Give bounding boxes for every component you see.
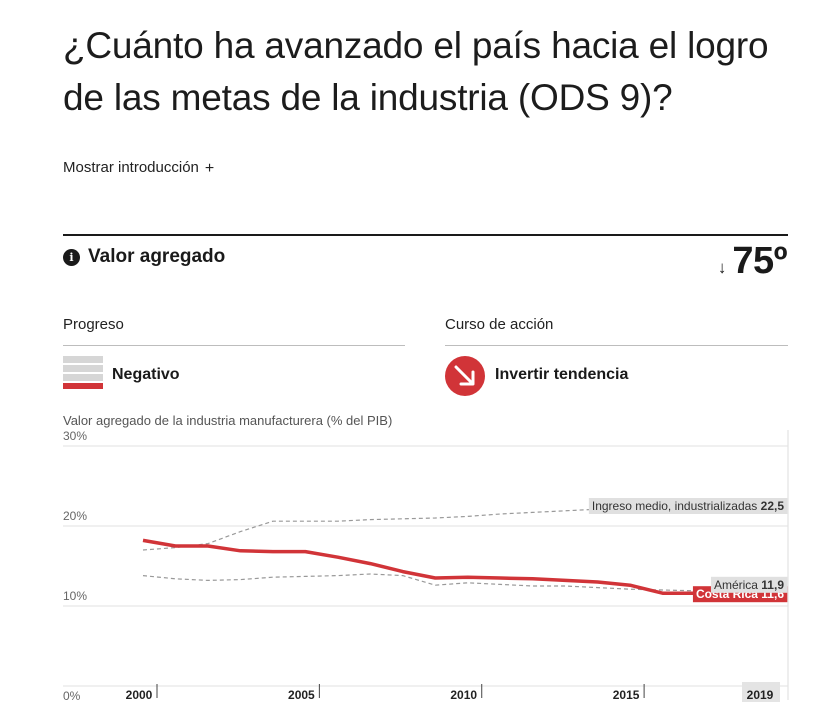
x-tick-label: 2019 [747,688,774,702]
series-end-label-text: Ingreso medio, industrializadas 22,5 [592,499,784,513]
plus-icon: + [204,160,215,177]
series-end-label-text: América 11,9 [714,578,784,592]
progress-label: Progreso [63,316,124,333]
y-tick-label: 30% [63,430,87,443]
y-tick-label: 10% [63,589,87,603]
y-tick-label: 0% [63,689,81,703]
x-tick-label: 2010 [450,688,477,702]
series-line-am-rica [142,573,760,592]
rank-display: ↓ 75º [717,240,788,283]
progress-value: Negativo [112,366,180,383]
series-end-label: Ingreso medio, industrializadas 22,5 [588,498,788,514]
action-label: Curso de acción [445,316,554,333]
x-tick-label: 2000 [126,688,153,702]
rank-value: 75º [732,240,787,282]
page-title: ¿Cuánto ha avanzado el país hacia el log… [63,25,769,118]
down-arrow-icon: ↓ [717,258,727,277]
progress-bars-icon [63,356,103,391]
x-tick-label: 2015 [613,688,640,702]
progress-divider [63,345,405,346]
series-end-label-bg [710,576,788,593]
indicator-name: Valor agregado [88,246,226,267]
x-tick-label: 2005 [288,688,315,702]
series-line-costa-rica [142,538,760,595]
x-tick-highlight [742,682,780,702]
y-tick-label: 20% [63,509,87,523]
section-divider [63,234,788,236]
action-value: Invertir tendencia [495,366,629,383]
indicator-header: i Valor agregado [63,246,225,268]
series-end-label-bg [588,498,788,514]
series-end-label: América 11,9 [710,576,788,593]
action-divider [445,345,788,346]
info-icon[interactable]: i [63,248,80,266]
chart-title: Valor agregado de la industria manufactu… [63,413,393,428]
show-intro-label: Mostrar introducción [63,158,199,176]
show-intro-toggle[interactable]: Mostrar introducción + [63,158,215,178]
reverse-trend-icon [445,356,485,396]
